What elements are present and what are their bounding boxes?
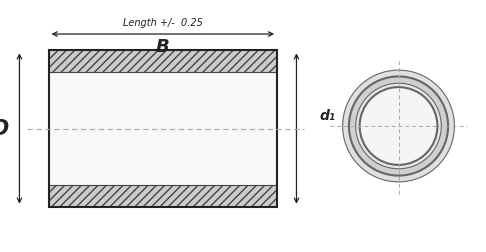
Ellipse shape bbox=[349, 76, 448, 176]
Bar bbox=[49, 185, 277, 207]
Bar bbox=[49, 50, 277, 207]
Text: D: D bbox=[0, 118, 9, 139]
Bar bbox=[49, 50, 277, 72]
Ellipse shape bbox=[356, 83, 441, 169]
Bar bbox=[49, 72, 277, 185]
Ellipse shape bbox=[343, 70, 454, 182]
Text: B: B bbox=[156, 38, 170, 56]
Text: Length +/-  0.25: Length +/- 0.25 bbox=[123, 18, 203, 28]
Ellipse shape bbox=[360, 87, 437, 165]
Text: d₁: d₁ bbox=[319, 109, 335, 123]
